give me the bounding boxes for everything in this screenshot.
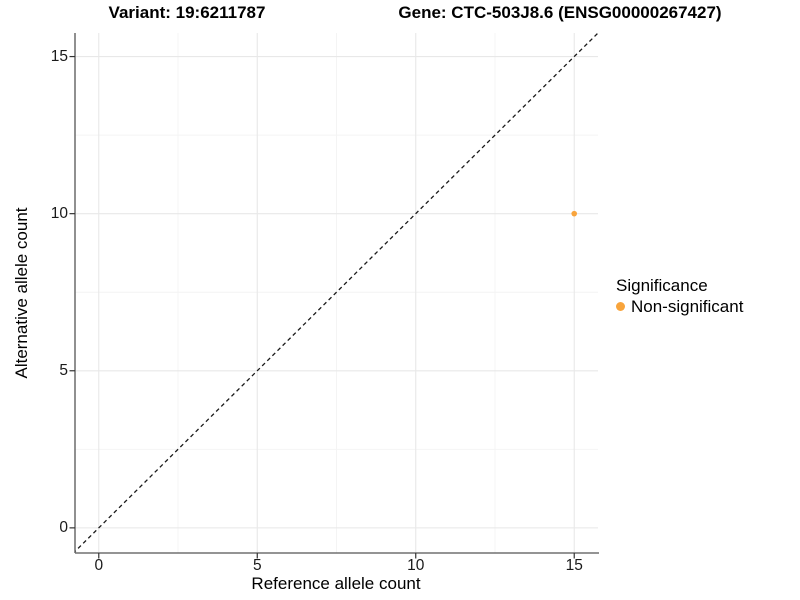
y-tick-label: 10 <box>50 204 68 222</box>
legend-title: Significance <box>616 276 708 295</box>
legend-item-non-significant: Non-significant <box>616 297 743 316</box>
y-tick-label: 5 <box>59 361 68 379</box>
legend: Significance Non-significant <box>616 276 743 316</box>
data-point <box>571 210 578 217</box>
plot-title-gene: Gene: CTC-503J8.6 (ENSG00000267427) <box>398 3 722 22</box>
x-tick-label: 15 <box>565 557 583 574</box>
y-axis-title: Alternative allele count <box>12 207 31 379</box>
x-tick-label: 10 <box>407 557 425 574</box>
legend-item-label: Non-significant <box>631 297 744 316</box>
x-axis-title: Reference allele count <box>251 574 421 593</box>
legend-point-icon <box>616 302 625 311</box>
x-tick-label: 0 <box>94 557 104 574</box>
x-tick-label: 5 <box>252 557 262 574</box>
plot-title-variant: Variant: 19:6211787 <box>108 3 266 22</box>
y-tick-label: 0 <box>59 518 68 536</box>
y-tick-label: 15 <box>50 47 68 65</box>
